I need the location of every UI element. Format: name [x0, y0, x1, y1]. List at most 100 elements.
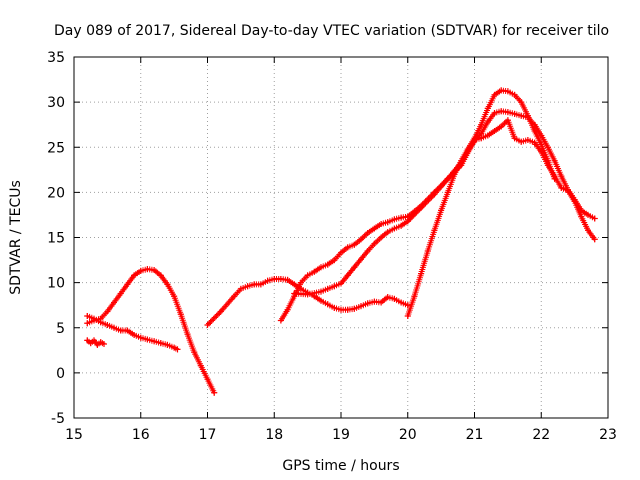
- data-point: [344, 306, 351, 313]
- data-point: [491, 128, 498, 134]
- data-point: [558, 184, 565, 191]
- data-point: [491, 110, 498, 116]
- data-point: [524, 112, 531, 119]
- x-tick-label: 23: [599, 427, 617, 443]
- data-point: [177, 311, 184, 318]
- data-point: [338, 306, 344, 313]
- data-point: [418, 204, 425, 211]
- data-point: [391, 225, 398, 232]
- data-point: [351, 241, 358, 248]
- data-point: [451, 171, 458, 178]
- data-point: [531, 128, 538, 134]
- x-tick-label: 20: [399, 427, 417, 443]
- data-point: [538, 132, 545, 139]
- data-point: [571, 198, 578, 205]
- data-point: [591, 215, 598, 222]
- data-point: [304, 291, 311, 298]
- data-point: [551, 157, 558, 164]
- data-point: [117, 290, 124, 297]
- data-point: [504, 109, 511, 116]
- data-point: [338, 249, 344, 256]
- data-point: [297, 279, 304, 286]
- data-point: [398, 299, 405, 306]
- x-tick-label: 15: [65, 427, 83, 443]
- y-tick-label: -5: [51, 411, 65, 427]
- series-markers: [291, 117, 598, 298]
- data-point: [438, 207, 445, 214]
- data-point: [484, 105, 491, 112]
- data-point: [404, 302, 411, 309]
- data-point: [484, 119, 491, 125]
- data-point: [344, 244, 351, 251]
- data-point: [324, 261, 331, 268]
- data-point: [104, 308, 111, 315]
- data-point: [358, 236, 364, 243]
- data-point: [318, 288, 324, 295]
- x-tick-label: 21: [466, 427, 484, 443]
- data-point: [117, 327, 124, 334]
- data-point: [318, 297, 324, 304]
- data-point: [478, 135, 485, 142]
- data-point: [304, 272, 311, 279]
- data-point: [237, 285, 244, 292]
- data-point: [184, 331, 191, 338]
- data-point: [404, 218, 411, 225]
- y-tick-label: 35: [47, 50, 65, 66]
- data-point: [391, 216, 398, 223]
- data-point: [338, 280, 344, 287]
- data-point: [84, 320, 91, 327]
- data-point: [498, 87, 505, 94]
- data-point: [418, 270, 425, 277]
- chart-title: Day 089 of 2017, Sidereal Day-to-day VTE…: [54, 23, 609, 39]
- data-point: [444, 189, 451, 196]
- data-point: [398, 214, 405, 221]
- data-point: [538, 141, 545, 148]
- data-point: [404, 313, 411, 319]
- data-point: [171, 344, 178, 351]
- data-point: [111, 299, 117, 306]
- data-point: [331, 283, 338, 290]
- series-arc-6: [291, 117, 598, 298]
- series-arc-3: [84, 337, 107, 348]
- data-point: [124, 281, 131, 288]
- data-point: [231, 293, 238, 300]
- data-point: [84, 313, 91, 319]
- data-point: [384, 294, 391, 301]
- data-point: [351, 305, 358, 312]
- data-point: [131, 272, 138, 279]
- data-point: [87, 340, 94, 347]
- data-point: [378, 221, 385, 227]
- series-arc-1: [84, 266, 218, 396]
- data-point: [91, 315, 97, 322]
- data-point: [544, 144, 551, 151]
- data-point: [211, 389, 218, 396]
- data-point: [498, 123, 505, 130]
- series-arc-7: [404, 87, 558, 319]
- data-point: [564, 187, 571, 194]
- data-point: [244, 283, 251, 290]
- data-point: [391, 295, 398, 302]
- series-line: [294, 118, 596, 296]
- data-point: [271, 276, 278, 282]
- data-point: [204, 322, 211, 328]
- data-point: [364, 230, 371, 236]
- series-arc-2: [84, 313, 181, 353]
- data-point: [511, 91, 518, 98]
- data-point: [544, 157, 551, 164]
- data-point: [558, 173, 565, 180]
- data-point: [264, 277, 271, 284]
- data-point: [458, 157, 465, 164]
- data-point: [331, 304, 338, 311]
- data-point: [137, 334, 144, 341]
- data-point: [411, 293, 418, 300]
- y-axis-label: SDTVAR / TECUs: [8, 180, 24, 295]
- data-point: [157, 272, 164, 279]
- data-point: [204, 376, 211, 383]
- data-point: [151, 338, 158, 345]
- x-tick-label: 17: [199, 427, 217, 443]
- data-point: [578, 213, 585, 220]
- series-arc-4: [204, 276, 411, 328]
- y-tick-label: 25: [47, 140, 65, 156]
- data-point: [471, 135, 478, 142]
